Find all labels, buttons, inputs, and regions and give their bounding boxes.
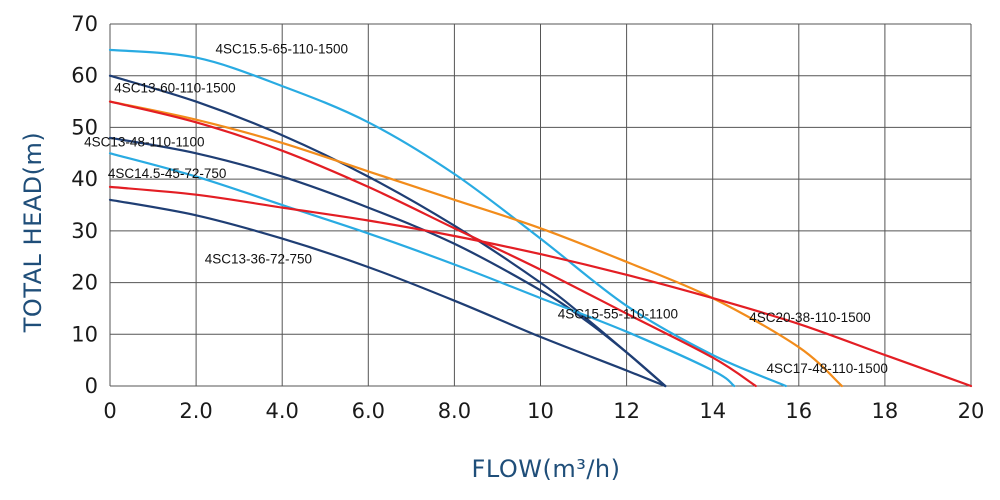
x-tick-label: 8.0: [438, 399, 471, 423]
x-tick-label: 4.0: [265, 399, 298, 423]
series-curve-4SC15.5-65-110-1500: [108, 48, 787, 388]
y-tick-label: 20: [71, 271, 98, 295]
y-tick-label: 30: [71, 219, 98, 243]
y-tick-label: 40: [71, 167, 98, 191]
x-tick-label: 0: [103, 399, 116, 423]
curves: [108, 48, 973, 388]
grid: [109, 23, 972, 387]
y-tick-label: 10: [71, 322, 98, 346]
series-label: 4SC14.5-45-72-750: [108, 166, 227, 181]
x-tick-label: 16: [785, 399, 812, 423]
y-tick-label: 70: [71, 12, 98, 36]
y-tick-label: 60: [71, 64, 98, 88]
series-label: 4SC20-38-110-1500: [749, 310, 870, 325]
x-tick-labels: 0 2.0 4.0 6.0 8.0 10 12 14 16 18 20: [103, 399, 984, 423]
y-tick-labels: 0 10 20 30 40 50 60 70: [71, 12, 98, 398]
y-tick-label: 50: [71, 115, 98, 139]
x-tick-label: 6.0: [352, 399, 385, 423]
y-axis-title: TOTAL HEAD(m): [19, 132, 47, 333]
series-label: 4SC17-48-110-1500: [767, 361, 888, 376]
x-tick-label: 18: [872, 399, 899, 423]
series-curve-4SC20-38-110-1500: [108, 185, 973, 388]
series-curve-4SC13-36-72-750: [108, 198, 667, 388]
series-label: 4SC13-60-110-1500: [114, 80, 235, 95]
x-axis-title: FLOW(m³/h): [472, 455, 621, 483]
x-tick-label: 14: [699, 399, 726, 423]
x-tick-label: 10: [527, 399, 554, 423]
series-curve-4SC15-55-110-1100: [108, 100, 757, 388]
series-curve-4SC14.5-45-72-750: [108, 152, 736, 388]
x-tick-label: 2.0: [179, 399, 212, 423]
series-label: 4SC13-48-110-1100: [84, 135, 204, 150]
series-label: 4SC15-55-110-1100: [558, 306, 678, 321]
series-label: 4SC15.5-65-110-1500: [215, 41, 348, 56]
series-label: 4SC13-36-72-750: [205, 251, 312, 266]
x-tick-label: 12: [613, 399, 640, 423]
series-curve-4SC13-48-110-1100: [108, 136, 667, 388]
series-labels: 4SC15.5-65-110-1500 4SC13-60-110-1500 4SC1…: [84, 41, 888, 376]
y-tick-label: 0: [85, 374, 98, 398]
x-tick-label: 20: [958, 399, 985, 423]
series-curve-4SC17-48-110-1500: [108, 100, 843, 388]
